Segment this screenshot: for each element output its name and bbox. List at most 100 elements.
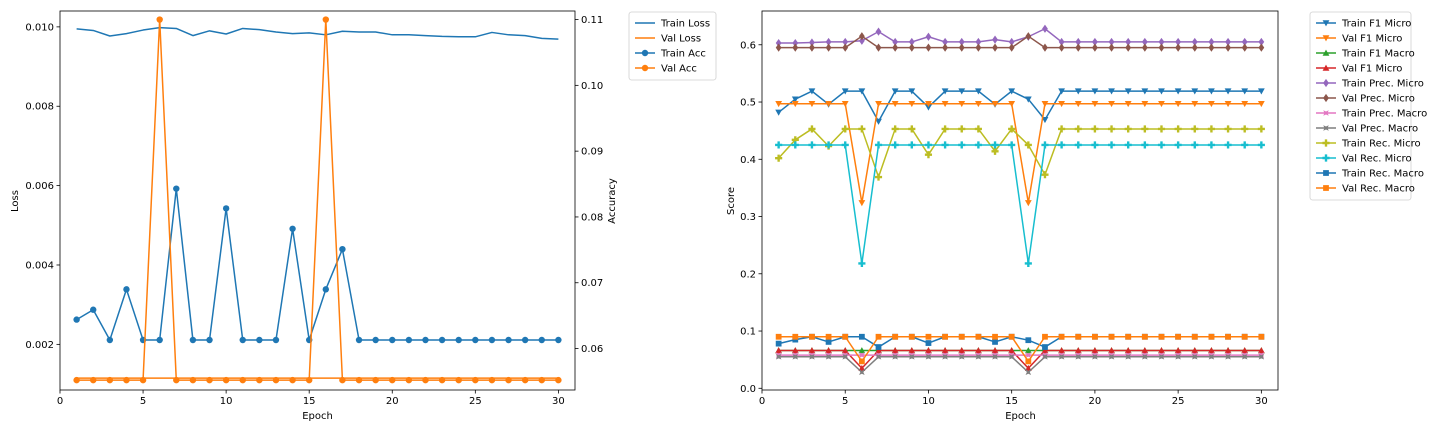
data-point xyxy=(455,336,462,344)
data-point xyxy=(1241,333,1248,340)
data-point xyxy=(1058,333,1065,340)
data-point xyxy=(1042,24,1048,33)
data-point xyxy=(1091,101,1099,108)
right-legend-marker xyxy=(1322,64,1330,71)
data-point xyxy=(1058,347,1066,354)
data-point xyxy=(206,376,213,384)
data-point xyxy=(355,336,363,344)
data-point xyxy=(942,43,948,52)
data-point xyxy=(1224,88,1232,95)
data-point xyxy=(1191,333,1198,340)
data-point xyxy=(791,141,799,149)
data-point xyxy=(842,354,848,360)
data-point xyxy=(874,173,883,181)
data-point xyxy=(123,286,130,293)
data-point xyxy=(1125,43,1132,52)
data-point xyxy=(875,101,882,108)
left-y2-tick-label: 0.07 xyxy=(581,278,603,289)
data-point xyxy=(825,101,832,108)
data-point xyxy=(73,376,80,384)
data-point xyxy=(991,147,999,155)
left-y-tick-label: 0.004 xyxy=(25,260,54,271)
data-point xyxy=(925,32,932,41)
data-point xyxy=(1141,37,1148,46)
data-point xyxy=(1075,37,1082,46)
data-point xyxy=(156,16,163,23)
right-legend-marker xyxy=(1323,78,1329,88)
data-point xyxy=(239,336,246,344)
data-point xyxy=(1258,354,1265,360)
data-point xyxy=(825,339,832,345)
right-y-tick-label: 0.4 xyxy=(740,155,756,166)
left-y2-tick-label: 0.11 xyxy=(581,15,603,26)
data-point xyxy=(438,376,446,384)
data-point xyxy=(488,336,496,344)
right-series-train-prec-micro xyxy=(775,24,1265,48)
data-point xyxy=(339,245,346,253)
data-point xyxy=(858,200,866,207)
data-point xyxy=(1008,141,1016,149)
data-point xyxy=(892,354,898,360)
right-y-tick-label: 0.0 xyxy=(740,384,756,395)
data-point xyxy=(975,37,982,46)
data-point xyxy=(1192,354,1198,360)
data-point xyxy=(809,354,815,360)
left-x-tick-label: 10 xyxy=(220,396,233,407)
data-point xyxy=(858,88,866,95)
score-plot-area: 0 5 10 15 20 25 30 0.0 0.1 0.2 0.3 0.4 0.5 0.6 xyxy=(740,10,1279,407)
data-point xyxy=(1241,125,1249,133)
data-point xyxy=(892,43,899,52)
data-point xyxy=(1124,101,1132,108)
data-point xyxy=(106,336,114,344)
data-point xyxy=(1241,141,1249,149)
data-point xyxy=(1025,352,1032,358)
right-legend-label: Train Rec. Macro xyxy=(1341,169,1424,180)
data-point xyxy=(1025,337,1032,344)
data-point xyxy=(1041,171,1049,179)
data-point xyxy=(841,141,849,149)
data-point xyxy=(941,141,949,149)
data-point xyxy=(389,376,396,384)
data-point xyxy=(555,376,562,384)
data-point xyxy=(1191,37,1198,46)
data-point xyxy=(958,125,966,133)
data-point xyxy=(974,101,982,108)
data-point xyxy=(1024,141,1032,149)
data-point xyxy=(791,347,799,354)
data-point xyxy=(1008,88,1016,95)
data-point xyxy=(222,376,230,384)
data-point xyxy=(858,32,865,41)
left-legend-marker xyxy=(641,49,649,57)
right-legend-label: Train Prec. Micro xyxy=(1341,79,1424,90)
left-line-val-acc xyxy=(76,18,559,381)
data-point xyxy=(775,141,783,149)
left-y-tick-label: 0.008 xyxy=(25,102,54,113)
data-point xyxy=(1158,347,1165,354)
data-point xyxy=(521,376,529,384)
data-point xyxy=(1058,125,1066,133)
data-point xyxy=(1191,43,1198,52)
data-point xyxy=(1058,141,1066,149)
right-legend-marker xyxy=(1322,20,1330,27)
data-point xyxy=(875,344,882,350)
data-point xyxy=(1257,125,1265,133)
left-x-tick-label: 30 xyxy=(552,396,565,407)
data-point xyxy=(925,340,932,346)
data-point xyxy=(1257,347,1265,354)
data-point xyxy=(891,88,899,95)
data-point xyxy=(858,358,865,365)
left-y2-tick-label: 0.09 xyxy=(581,147,603,158)
data-point xyxy=(858,333,865,340)
data-point xyxy=(958,37,965,46)
right-legend-marker xyxy=(1323,93,1329,103)
right-x-tick-label: 0 xyxy=(759,396,765,407)
data-point xyxy=(90,306,97,313)
data-point xyxy=(875,27,882,36)
data-point xyxy=(775,154,783,162)
data-point xyxy=(1042,43,1048,52)
data-point xyxy=(1257,101,1265,108)
data-point xyxy=(1058,101,1066,108)
right-legend-marker xyxy=(1322,154,1330,162)
data-point xyxy=(1141,101,1149,108)
data-point xyxy=(1191,141,1199,149)
